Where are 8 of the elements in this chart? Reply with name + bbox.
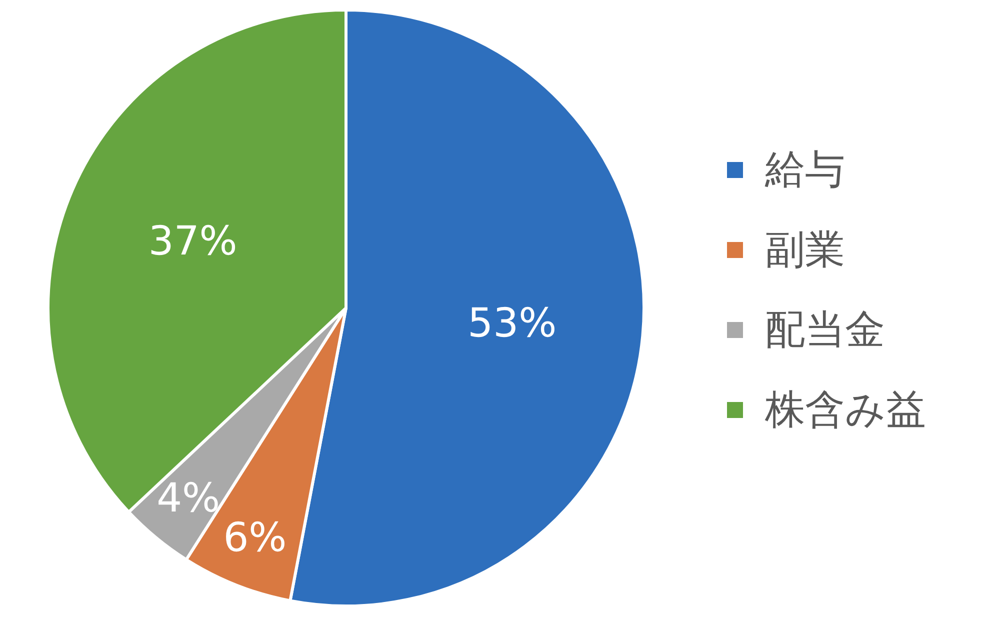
legend-label: 副業 xyxy=(765,227,845,273)
legend-label: 配当金 xyxy=(765,307,885,353)
data-label: 37% xyxy=(148,218,238,265)
data-label: 4% xyxy=(156,476,220,522)
data-label: 6% xyxy=(223,514,287,561)
legend-label: 給与 xyxy=(764,147,845,193)
data-label: 53% xyxy=(468,300,557,347)
legend-label: 株含み益 xyxy=(764,387,926,433)
